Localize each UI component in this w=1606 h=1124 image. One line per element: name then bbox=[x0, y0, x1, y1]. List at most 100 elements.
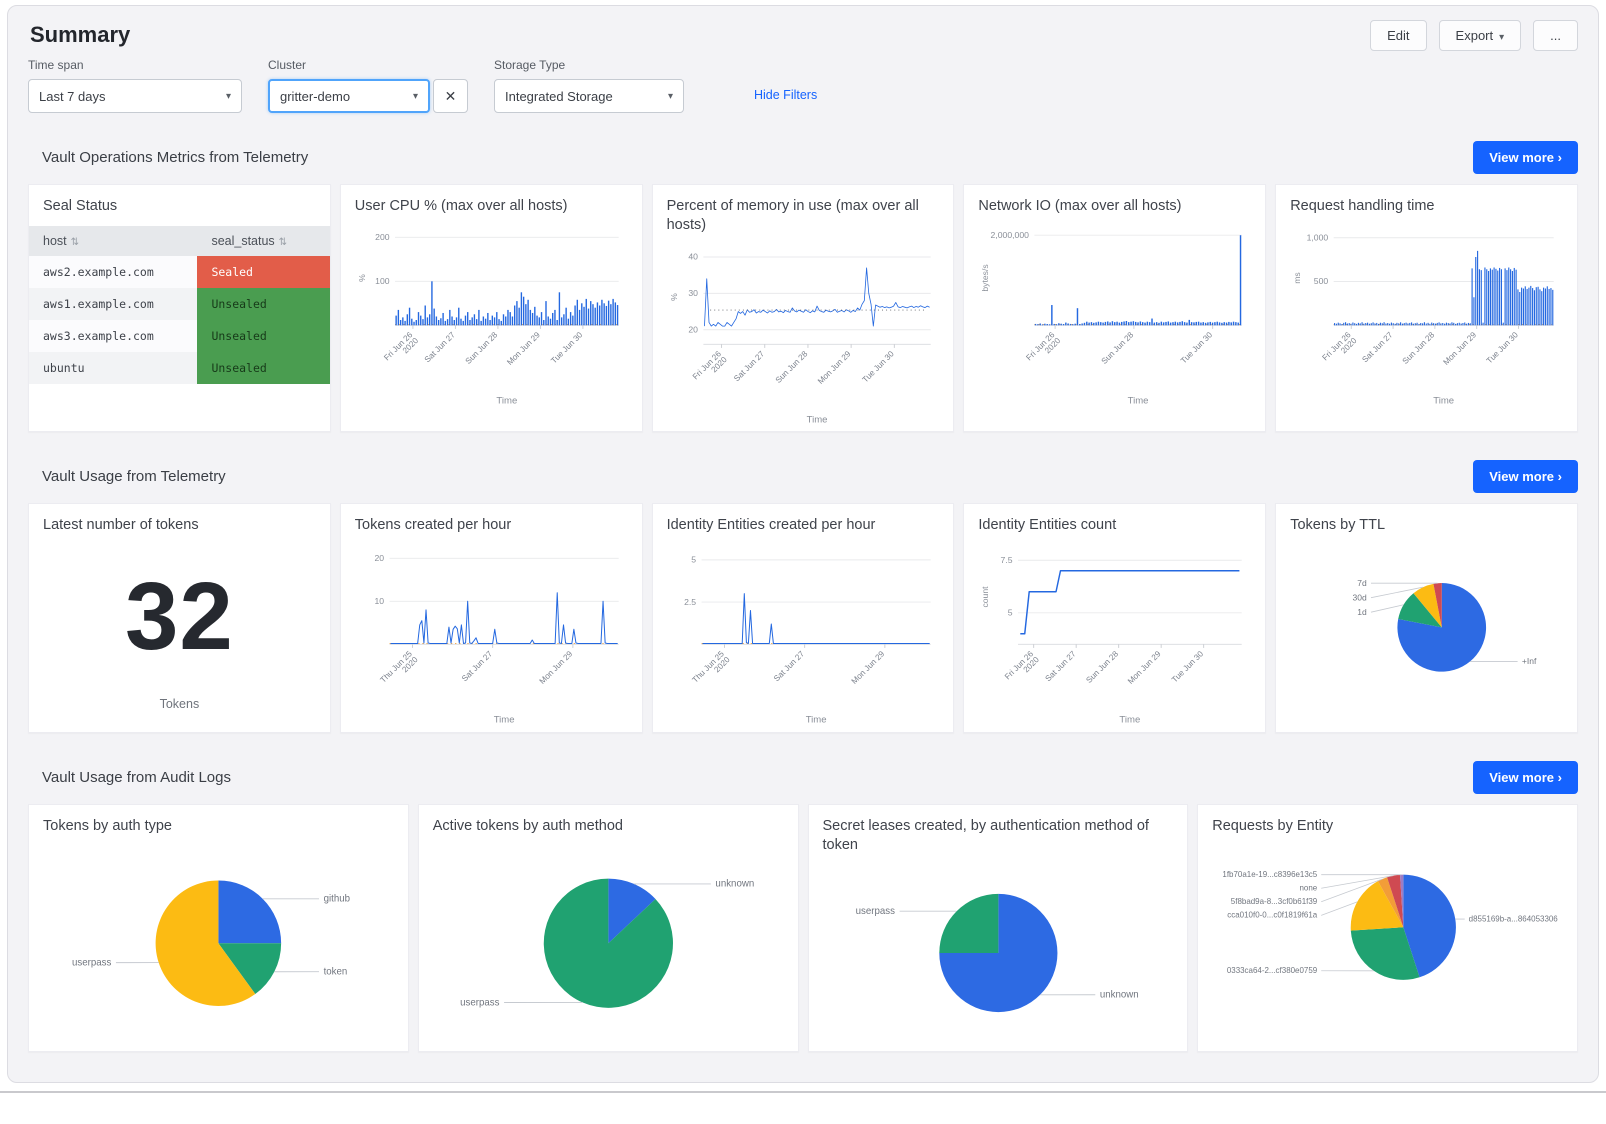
storage-type-select[interactable]: Integrated Storage ▾ bbox=[494, 79, 684, 113]
cluster-select[interactable]: gritter-demo ▾ bbox=[268, 79, 430, 113]
tokens-by-ttl-card: Tokens by TTL +Inf 7d 30d 1d bbox=[1275, 503, 1578, 733]
card-title: Secret leases created, by authentication… bbox=[822, 818, 1149, 853]
chevron-down-icon: ▾ bbox=[1499, 32, 1505, 43]
view-more-button[interactable]: View more › bbox=[1473, 761, 1578, 794]
view-more-label: View more bbox=[1489, 150, 1555, 165]
host-cell: aws1.example.com bbox=[29, 287, 198, 320]
hide-filters-link[interactable]: Hide Filters bbox=[754, 88, 818, 102]
svg-text:Tue Jun 30: Tue Jun 30 bbox=[1170, 649, 1205, 684]
svg-text:Sat Jun 27: Sat Jun 27 bbox=[772, 649, 806, 683]
svg-text:Sun Jun 28: Sun Jun 28 bbox=[1100, 330, 1136, 366]
status-badge: Unsealed bbox=[197, 319, 330, 352]
table-row: aws2.example.com Sealed bbox=[29, 255, 330, 288]
seal-status-card: Seal Status host ⇅ seal_status ⇅ aws2.exampl… bbox=[28, 184, 331, 432]
svg-text:Time: Time bbox=[1120, 714, 1141, 725]
svg-text:Time: Time bbox=[496, 395, 517, 406]
card-title: Active tokens by auth method bbox=[432, 818, 623, 834]
host-cell: aws3.example.com bbox=[29, 319, 198, 352]
card-title: Requests by Entity bbox=[1212, 818, 1334, 834]
column-header-seal_status[interactable]: seal_status ⇅ bbox=[197, 225, 330, 256]
svg-text:Sun Jun 28: Sun Jun 28 bbox=[1401, 330, 1437, 366]
cpu-card: User CPU % (max over all hosts) 100 200% F… bbox=[339, 184, 643, 432]
identity-count-chart: 5 7.5 count Fri Jun 262020 Sat Jun 27 Sun Jun… bbox=[978, 537, 1251, 731]
view-more-button[interactable]: View more › bbox=[1473, 141, 1578, 174]
tokens-by-auth-type-pie: github token userpass bbox=[43, 838, 394, 1042]
svg-text:unknown: unknown bbox=[1099, 989, 1138, 1000]
edit-button[interactable]: Edit bbox=[1370, 20, 1427, 51]
svg-text:github: github bbox=[324, 893, 350, 904]
svg-text:Mon Jun 29: Mon Jun 29 bbox=[538, 649, 575, 686]
card-title: Tokens created per hour bbox=[354, 517, 512, 533]
status-badge: Sealed bbox=[197, 255, 330, 288]
tokens-by-ttl-pie: +Inf 7d 30d 1d bbox=[1290, 537, 1563, 711]
column-header-host[interactable]: host ⇅ bbox=[29, 225, 198, 256]
card-title: Tokens by TTL bbox=[1290, 517, 1386, 533]
card-title: Percent of memory in use (max over all h… bbox=[666, 198, 919, 233]
tokens-by-auth-type-card: Tokens by auth type github token userpass bbox=[28, 804, 409, 1052]
export-button[interactable]: Export ▾ bbox=[1438, 20, 1522, 51]
svg-text:d855169b-a...864053306: d855169b-a...864053306 bbox=[1469, 914, 1559, 923]
svg-text:1d: 1d bbox=[1357, 607, 1367, 617]
identity-count-card: Identity Entities count 5 7.5 count Fri Jun… bbox=[963, 503, 1267, 733]
cluster-clear-button[interactable]: ✕ bbox=[433, 79, 468, 113]
svg-text:30d: 30d bbox=[1353, 592, 1367, 602]
card-title: Identity Entities count bbox=[978, 517, 1117, 533]
network-io-chart: 2,000,000 bytes/s Fri Jun 262020 Sun Jun 28… bbox=[978, 218, 1251, 412]
dashboard-window: Summary Edit Export ▾ ... Time span Last … bbox=[7, 5, 1599, 1083]
filter-bar: Time span Last 7 days ▾ Cluster gritter-… bbox=[28, 58, 1578, 113]
storage-type-label: Storage Type bbox=[494, 58, 566, 72]
table-row: aws1.example.com Unsealed bbox=[29, 287, 330, 320]
section-title: Vault Usage from Audit Logs bbox=[42, 769, 231, 786]
svg-text:Time: Time bbox=[805, 714, 826, 725]
svg-text:%: % bbox=[357, 274, 367, 282]
table-row: aws3.example.com Unsealed bbox=[29, 319, 330, 352]
svg-text:Mon Jun 29: Mon Jun 29 bbox=[1126, 649, 1163, 686]
usage-telemetry-cards: Latest number of tokens 32 Tokens Tokens… bbox=[28, 503, 1578, 733]
tokens-per-hour-card: Tokens created per hour 10 20 Thu Jun 2520… bbox=[339, 503, 643, 733]
svg-text:Sun Jun 28: Sun Jun 28 bbox=[1085, 649, 1121, 685]
storage-type-filter: Storage Type Integrated Storage ▾ bbox=[494, 58, 684, 113]
svg-text:200: 200 bbox=[375, 232, 390, 242]
view-more-label: View more bbox=[1489, 469, 1555, 484]
view-more-button[interactable]: View more › bbox=[1473, 460, 1578, 493]
svg-text:Time: Time bbox=[494, 714, 515, 725]
chevron-down-icon: ▾ bbox=[667, 90, 673, 102]
more-button[interactable]: ... bbox=[1533, 20, 1578, 51]
svg-text:Sat Jun 27: Sat Jun 27 bbox=[1044, 649, 1078, 683]
svg-text:Mon Jun 29: Mon Jun 29 bbox=[1442, 330, 1479, 367]
card-title: User CPU % (max over all hosts) bbox=[354, 198, 568, 214]
sort-icon: ⇅ bbox=[70, 236, 80, 248]
chevron-right-icon: › bbox=[1557, 770, 1562, 785]
top-actions: Edit Export ▾ ... bbox=[1370, 20, 1578, 51]
svg-text:1fb70a1e-19...c8396e13c5: 1fb70a1e-19...c8396e13c5 bbox=[1223, 870, 1318, 879]
cluster-value: gritter-demo bbox=[280, 88, 351, 104]
svg-text:Mon Jun 29: Mon Jun 29 bbox=[816, 349, 853, 386]
request-time-card: Request handling time 500 1,000 ms Fri Jun … bbox=[1275, 184, 1578, 432]
audit-log-cards: Tokens by auth type github token userpass … bbox=[28, 804, 1578, 1052]
svg-text:2,000,000: 2,000,000 bbox=[991, 230, 1030, 240]
svg-text:30: 30 bbox=[688, 288, 698, 298]
section-operations-header: Vault Operations Metrics from Telemetry … bbox=[28, 141, 1578, 174]
time-span-select[interactable]: Last 7 days ▾ bbox=[28, 79, 242, 113]
card-title: Tokens by auth type bbox=[43, 818, 172, 834]
cluster-label: Cluster bbox=[268, 58, 307, 72]
svg-text:Sat Jun 27: Sat Jun 27 bbox=[732, 349, 766, 383]
chevron-right-icon: › bbox=[1557, 469, 1562, 484]
card-title: Request handling time bbox=[1290, 198, 1435, 214]
page-title: Summary bbox=[30, 22, 131, 47]
identity-created-chart: 2.5 5 Thu Jun 252020 Sat Jun 27 Mon Jun 29 Ti… bbox=[667, 537, 940, 731]
section-title: Vault Operations Metrics from Telemetry bbox=[42, 149, 309, 166]
svg-text:+Inf: +Inf bbox=[1522, 656, 1537, 666]
svg-text:5f8bad9a-8...3cf0b61f39: 5f8bad9a-8...3cf0b61f39 bbox=[1231, 897, 1318, 906]
svg-text:20: 20 bbox=[688, 324, 698, 334]
host-cell: ubuntu bbox=[29, 351, 198, 384]
svg-text:userpass: userpass bbox=[72, 957, 111, 968]
card-title: Network IO (max over all hosts) bbox=[978, 198, 1182, 214]
svg-text:Thu Jun 252020: Thu Jun 252020 bbox=[378, 649, 419, 690]
time-span-filter: Time span Last 7 days ▾ bbox=[28, 58, 242, 113]
top-bar: Summary Edit Export ▾ ... bbox=[28, 20, 1578, 58]
svg-text:Fri Jun 262020: Fri Jun 262020 bbox=[382, 330, 420, 368]
svg-text:5: 5 bbox=[691, 554, 696, 564]
svg-text:Tue Jun 30: Tue Jun 30 bbox=[860, 349, 895, 384]
svg-text:40: 40 bbox=[688, 251, 698, 261]
